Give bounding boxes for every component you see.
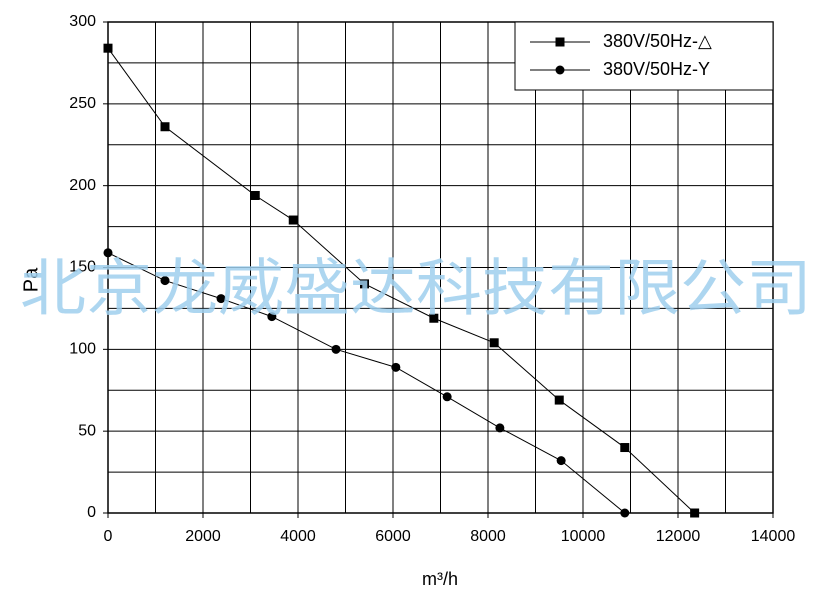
- x-tick-label: 6000: [375, 528, 411, 545]
- point: [391, 362, 401, 372]
- series-line: [107, 252, 626, 514]
- legend-label: 380V/50Hz-Y: [603, 59, 710, 79]
- legend-label: 380V/50Hz-△: [603, 31, 712, 51]
- series-line: [107, 47, 695, 514]
- point: [103, 248, 113, 258]
- x-tick-label: 8000: [470, 528, 506, 545]
- point: [489, 338, 499, 348]
- point: [556, 456, 566, 466]
- y-tick-label: 200: [69, 177, 96, 194]
- point: [160, 276, 170, 286]
- watermark: 北京龙威盛达科技有限公司: [20, 254, 812, 323]
- point: [555, 65, 565, 75]
- point: [429, 313, 439, 323]
- point: [288, 215, 298, 225]
- x-tick-label: 4000: [280, 528, 316, 545]
- y-tick-label: 300: [69, 13, 96, 30]
- legend-box: [514, 21, 774, 91]
- y-tick-label: 50: [78, 422, 96, 439]
- point: [554, 395, 564, 405]
- point: [495, 423, 505, 433]
- x-tick-label: 2000: [185, 528, 221, 545]
- x-tick-label: 10000: [561, 528, 606, 545]
- y-tick-label: 0: [87, 504, 96, 521]
- point: [360, 279, 369, 289]
- y-tick-label: 250: [69, 95, 96, 112]
- x-tick-label: 14000: [751, 528, 796, 545]
- x-axis-label: m³/h: [422, 569, 458, 589]
- point: [216, 294, 226, 304]
- x-tick-label: 0: [104, 528, 113, 545]
- point: [442, 392, 452, 402]
- y-tick-label: 100: [69, 341, 96, 358]
- y-axis-label: Pa: [20, 267, 42, 292]
- point: [620, 443, 630, 453]
- point: [250, 190, 260, 200]
- point: [160, 122, 170, 132]
- point: [555, 37, 565, 47]
- point: [267, 312, 277, 322]
- point: [103, 43, 113, 53]
- y-tick-label: 150: [69, 259, 96, 276]
- x-tick-label: 12000: [656, 528, 701, 545]
- point: [620, 508, 630, 518]
- point: [690, 508, 700, 518]
- point: [331, 344, 341, 354]
